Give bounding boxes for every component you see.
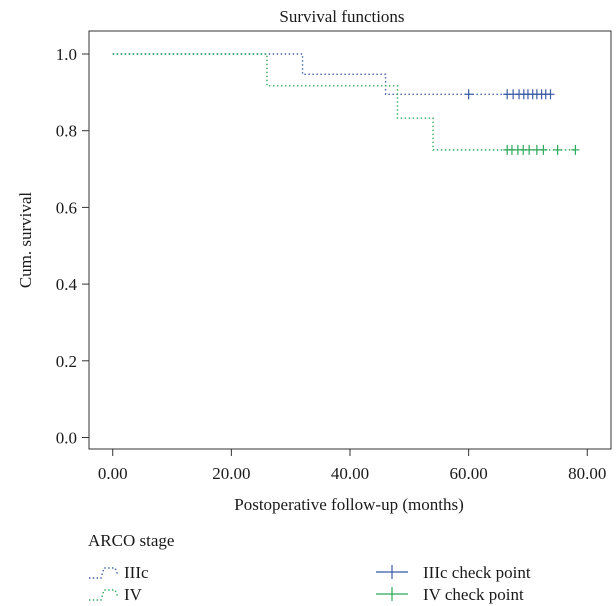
y-tick-label: 1.0 <box>56 45 77 64</box>
survival-curve-iv <box>112 53 576 151</box>
censor-mark-iv <box>553 144 562 155</box>
censor-mark-iv <box>525 144 534 155</box>
censor-mark-iiic <box>546 89 555 100</box>
legend-swatch-iiic-line <box>89 567 119 579</box>
y-tick-label: 0.0 <box>56 428 77 447</box>
plot-series <box>112 53 580 155</box>
survival-curve-iiic <box>112 53 552 95</box>
legend-label-iv-checkpoint: IV check point <box>423 585 524 604</box>
x-tick-label: 80.00 <box>568 464 606 483</box>
x-tick-label: 60.00 <box>450 464 488 483</box>
legend-label-iv: IV <box>124 585 143 604</box>
censor-mark-iiic <box>464 89 473 100</box>
x-tick-label: 0.00 <box>98 464 128 483</box>
legend-label-iiic: IIIc <box>124 563 149 582</box>
y-axis-label: Cum. survival <box>16 192 35 289</box>
censor-mark-iv <box>571 144 580 155</box>
censor-mark-iv <box>539 144 548 155</box>
legend-swatch-iv-checkpoint <box>376 587 408 601</box>
legend-title: ARCO stage <box>88 531 174 550</box>
x-tick-label: 20.00 <box>212 464 250 483</box>
legend: ARCO stage IIIc IV IIIc check point IV c… <box>88 531 531 604</box>
legend-swatch-iiic-checkpoint <box>376 565 408 579</box>
legend-label-iiic-checkpoint: IIIc check point <box>423 563 531 582</box>
axis-ticks: 0.0 0.2 0.4 0.6 0.8 1.0 0.00 20.00 40.00 60.00 80.… <box>56 45 607 483</box>
y-tick-label: 0.8 <box>56 122 77 141</box>
y-tick-label: 0.6 <box>56 198 77 217</box>
y-tick-label: 0.4 <box>56 275 78 294</box>
legend-swatch-iv-line <box>89 589 119 601</box>
x-axis-label: Postoperative follow-up (months) <box>234 495 463 514</box>
chart-title: Survival functions <box>279 7 404 26</box>
y-tick-label: 0.2 <box>56 352 77 371</box>
x-tick-label: 40.00 <box>331 464 369 483</box>
